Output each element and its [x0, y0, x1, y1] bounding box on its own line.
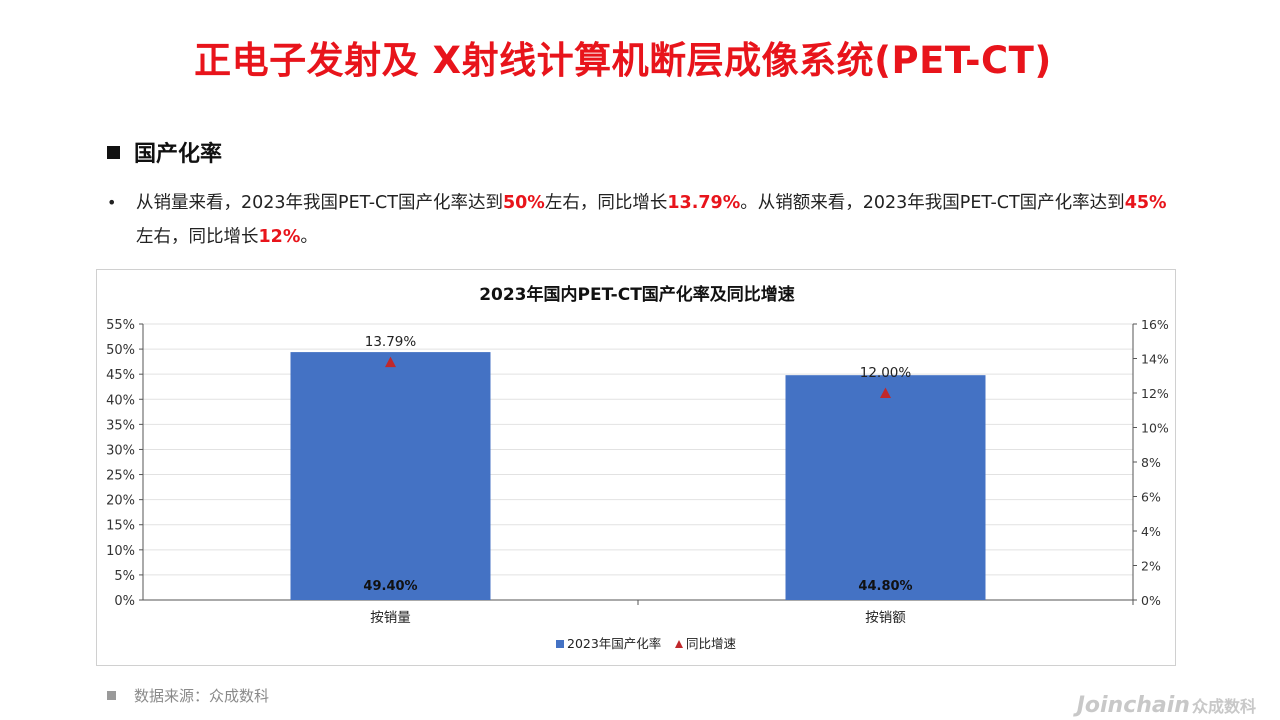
source-text: 数据来源：众成数科 [134, 687, 270, 705]
legend-bar-label: 2023年国产化率 [567, 636, 661, 651]
section-heading: 国产化率 [107, 136, 222, 168]
summary-text: 从销量来看，2023年我国PET-CT国产化率达到50%左右，同比增长13.79… [136, 186, 1182, 254]
bullet-icon: • [107, 193, 117, 212]
category-label: 按销额 [865, 610, 906, 626]
growth-marker [385, 356, 396, 368]
watermark-brand: Joinchain [1076, 693, 1190, 718]
brand-watermark: Joinchain 众成数科 [1077, 693, 1256, 718]
right-axis-tick-label: 16% [1141, 317, 1169, 332]
section-heading-text: 国产化率 [134, 142, 223, 167]
highlight-value: 45% [1124, 193, 1167, 213]
left-axis-tick-label: 5% [114, 569, 135, 584]
square-bullet-icon [107, 691, 116, 700]
growth-data-label: 12.00% [860, 365, 912, 381]
growth-marker [880, 387, 891, 398]
summary-paragraph: • 从销量来看，2023年我国PET-CT国产化率达到50%左右，同比增长13.… [107, 186, 1182, 254]
watermark-cn: 众成数科 [1191, 697, 1256, 716]
bar-data-label: 44.80% [858, 579, 912, 594]
paragraph-text: 。 [300, 227, 318, 247]
left-axis-tick-label: 25% [106, 469, 135, 484]
right-axis-tick-label: 0% [1141, 593, 1161, 608]
paragraph-text: 。从销额来看，2023年我国PET-CT国产化率达到 [740, 193, 1125, 213]
right-axis-tick-label: 14% [1141, 352, 1169, 367]
left-axis-tick-label: 50% [106, 343, 135, 358]
left-axis-tick-label: 15% [106, 519, 135, 534]
data-source: 数据来源：众成数科 [107, 685, 269, 706]
left-axis-tick-label: 10% [106, 544, 135, 559]
right-axis-tick-label: 6% [1141, 490, 1161, 505]
legend-bar-swatch [556, 640, 564, 648]
bar [290, 352, 491, 600]
left-axis-tick-label: 0% [114, 594, 135, 609]
paragraph-text: 从销量来看，2023年我国PET-CT国产化率达到 [136, 193, 503, 213]
paragraph-text: 左右，同比增长 [544, 193, 668, 213]
right-axis-tick-label: 8% [1141, 455, 1161, 470]
growth-data-label: 13.79% [365, 334, 417, 350]
right-axis-tick-label: 12% [1141, 386, 1169, 401]
highlight-value: 50% [502, 193, 545, 213]
chart-title: 2023年国内PET-CT国产化率及同比增速 [479, 284, 795, 305]
square-bullet-icon [107, 145, 120, 159]
left-axis-tick-label: 30% [106, 443, 135, 458]
bar [785, 375, 986, 600]
left-axis-tick-label: 35% [106, 418, 135, 433]
highlight-value: 12% [258, 227, 301, 247]
legend-marker-swatch [675, 640, 683, 648]
highlight-value: 13.79% [667, 193, 741, 213]
paragraph-text: 左右，同比增长 [136, 227, 259, 247]
bar-data-label: 49.40% [363, 579, 417, 594]
chart-container: 2023年国内PET-CT国产化率及同比增速 0% 5% 10% 15% 20% 25% 30… [96, 269, 1176, 666]
category-label: 按销量 [370, 610, 411, 626]
legend-marker-label: 同比增速 [686, 636, 737, 651]
left-axis-tick-label: 45% [106, 368, 135, 383]
left-axis-tick-label: 20% [106, 494, 135, 509]
right-axis-tick-label: 4% [1141, 524, 1161, 539]
chart-svg: 2023年国内PET-CT国产化率及同比增速 0% 5% 10% 15% 20% 25% 30… [106, 284, 1169, 651]
page-title: 正电子发射及 X射线计算机断层成像系统(PET-CT) [194, 39, 1052, 82]
left-axis-tick-label: 40% [106, 393, 135, 408]
left-axis-tick-label: 55% [106, 318, 135, 333]
right-axis-tick-label: 2% [1141, 559, 1161, 574]
right-axis-tick-label: 10% [1141, 421, 1169, 436]
